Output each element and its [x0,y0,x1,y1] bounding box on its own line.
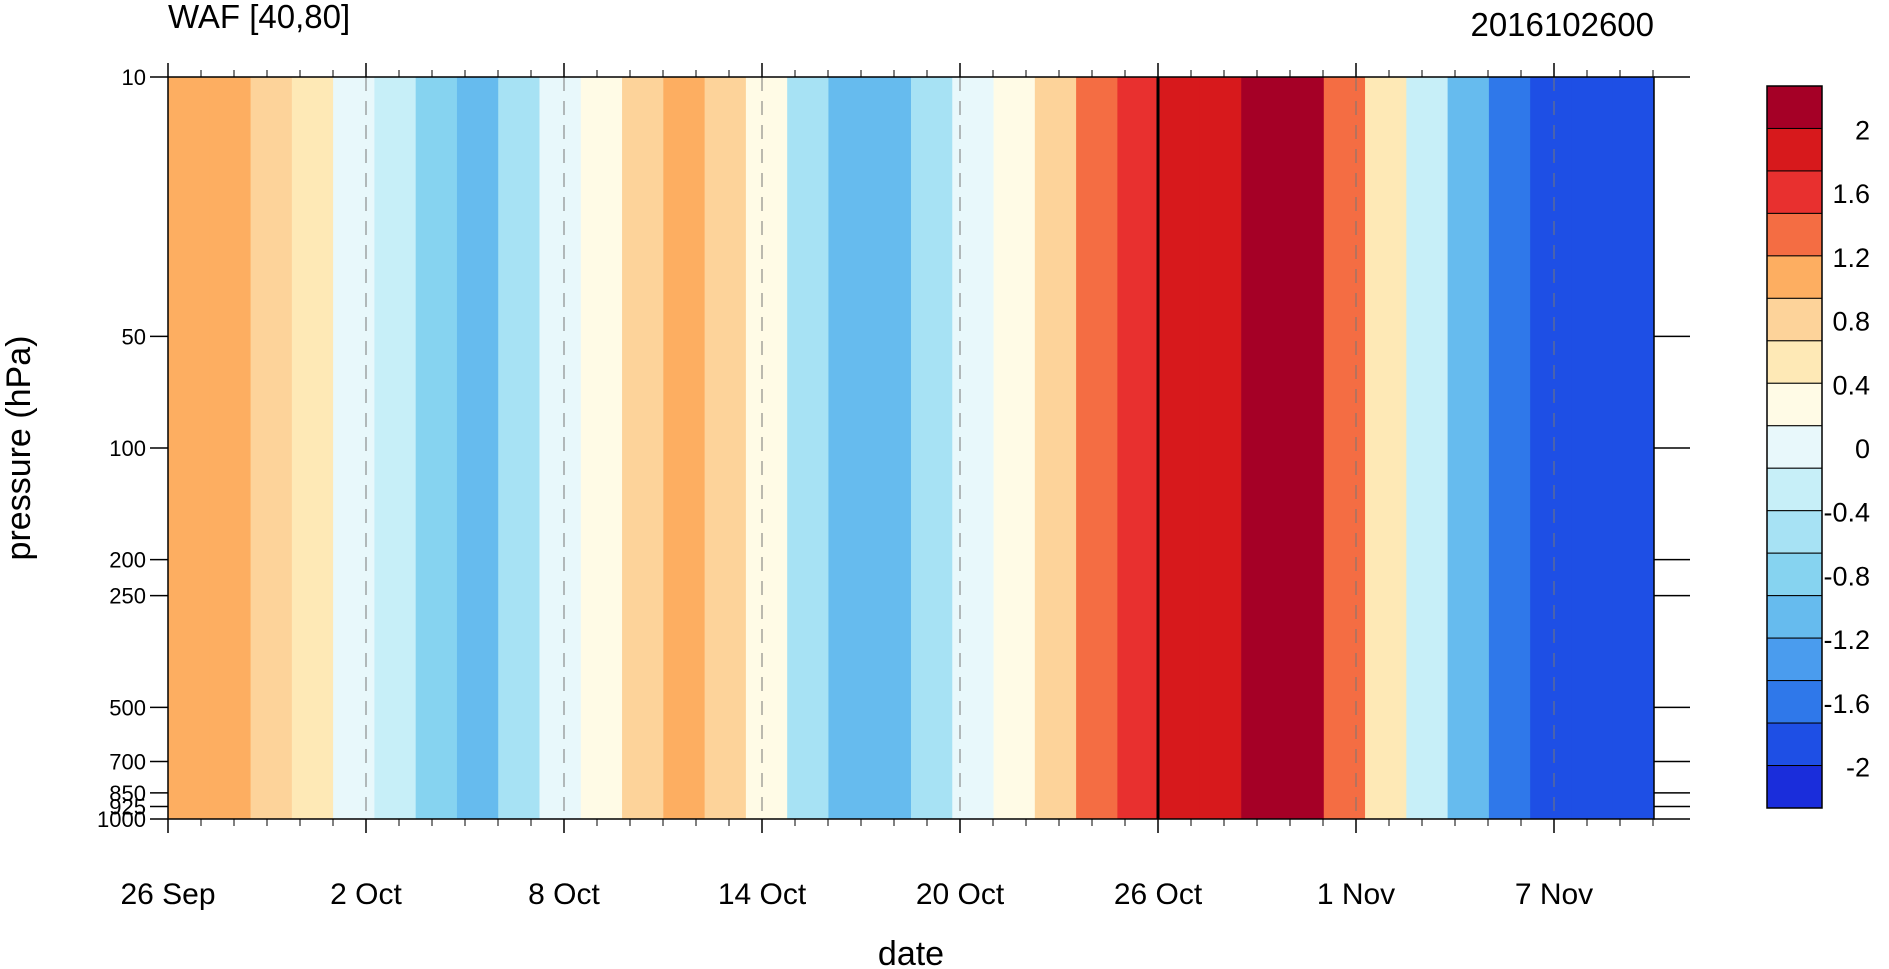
x-axis: 26 Sep 2 Oct 8 Oct 14 Oct 20 Oct 26 Oct 1 Nov 7… [120,63,1654,911]
field-band [1034,77,1078,819]
field-band [1241,77,1284,819]
colorbar-swatch [1766,595,1823,639]
y-tick-label: 50 [122,324,146,349]
field-band [333,77,376,819]
colorbar-label: -2 [1846,753,1870,783]
field-band [580,77,624,819]
colorbar-swatch [1766,212,1823,257]
field-band [828,77,871,819]
colorbar-label: -1.2 [1823,625,1870,655]
field-band [704,77,747,819]
colorbar-label: -1.6 [1823,689,1870,719]
field-band [952,77,995,819]
x-tick-label: 14 Oct [718,878,807,911]
colorbar-swatch [1766,637,1823,682]
colorbar-swatch [1766,85,1823,129]
x-tick-label: 8 Oct [528,878,600,911]
colorbar-swatch [1766,765,1823,809]
field-band [415,77,458,819]
y-axis-label: pressure (hPa) [0,336,38,561]
field-band [993,77,1036,819]
colorbar-label: 1.2 [1832,243,1870,273]
y-tick-label: 200 [109,548,146,573]
field-band [539,77,582,819]
y-tick-label: 100 [109,436,146,461]
field-band [745,77,789,819]
y-tick-label: 250 [109,584,146,609]
y-tick-label: 925 [109,794,146,819]
x-tick-label: 1 Nov [1317,878,1395,911]
field-band [498,77,541,819]
field-band [1323,77,1367,819]
x-tick-label: 26 Oct [1114,878,1203,911]
y-tick-label: 1000 [97,807,146,832]
colorbar-swatch [1766,425,1823,469]
x-tick-label: 20 Oct [916,878,1005,911]
field-band [1117,77,1160,819]
field-band [1530,77,1573,819]
colorbar-swatch [1766,170,1823,214]
colorbar-label: 1.6 [1832,179,1870,209]
field-band [456,77,500,819]
colorbar-swatch [1766,127,1823,172]
colorbar-label: -0.8 [1823,561,1870,591]
field-band [1488,77,1532,819]
colorbar-swatch [1766,382,1823,427]
colorbar-swatch [1766,297,1823,342]
field-band [1365,77,1408,819]
chart-subtitle: 2016102600 [1470,6,1654,43]
colorbar-frame [1766,85,1823,809]
x-tick-label: 26 Sep [120,878,215,911]
colorbar: 2 1.6 1.2 0.8 0.4 0 -0.4 -0.8 -1.2 -1.6 -2 [1766,85,1870,809]
field-band [622,77,665,819]
field-band [1282,77,1325,819]
field-band [1199,77,1243,819]
field-band [168,77,211,819]
y-tick-label: 700 [109,750,146,775]
field-band [1447,77,1490,819]
chart-title: WAF [40,80] [168,0,350,35]
colorbar-label: 0.8 [1832,307,1870,337]
field-band [209,77,252,819]
colorbar-swatch [1766,510,1823,554]
contour-field [168,77,1654,819]
field-band [1158,77,1201,819]
field-band [1571,77,1614,819]
colorbar-label: 0 [1855,434,1870,464]
field-band [1076,77,1119,819]
field-band [787,77,830,819]
colorbar-swatch [1766,255,1823,299]
colorbar-swatch [1766,722,1823,767]
field-band [250,77,293,819]
field-band [291,77,335,819]
colorbar-label: 0.4 [1832,370,1870,400]
colorbar-swatch [1766,340,1823,384]
colorbar-label: 2 [1855,115,1870,145]
y-tick-label: 500 [109,695,146,720]
field-band [1612,77,1654,819]
field-band [663,77,706,819]
x-axis-label: date [878,935,944,969]
x-tick-label: 2 Oct [330,878,402,911]
field-band [374,77,417,819]
field-band [1406,77,1449,819]
field-band [869,77,912,819]
colorbar-swatch [1766,680,1823,724]
x-tick-label: 7 Nov [1515,878,1593,911]
field-band [911,77,954,819]
colorbar-swatch [1766,552,1823,597]
y-tick-label: 850 [109,781,146,806]
y-tick-label: 10 [122,65,146,90]
colorbar-swatch [1766,467,1823,512]
colorbar-label: -0.4 [1823,498,1870,528]
